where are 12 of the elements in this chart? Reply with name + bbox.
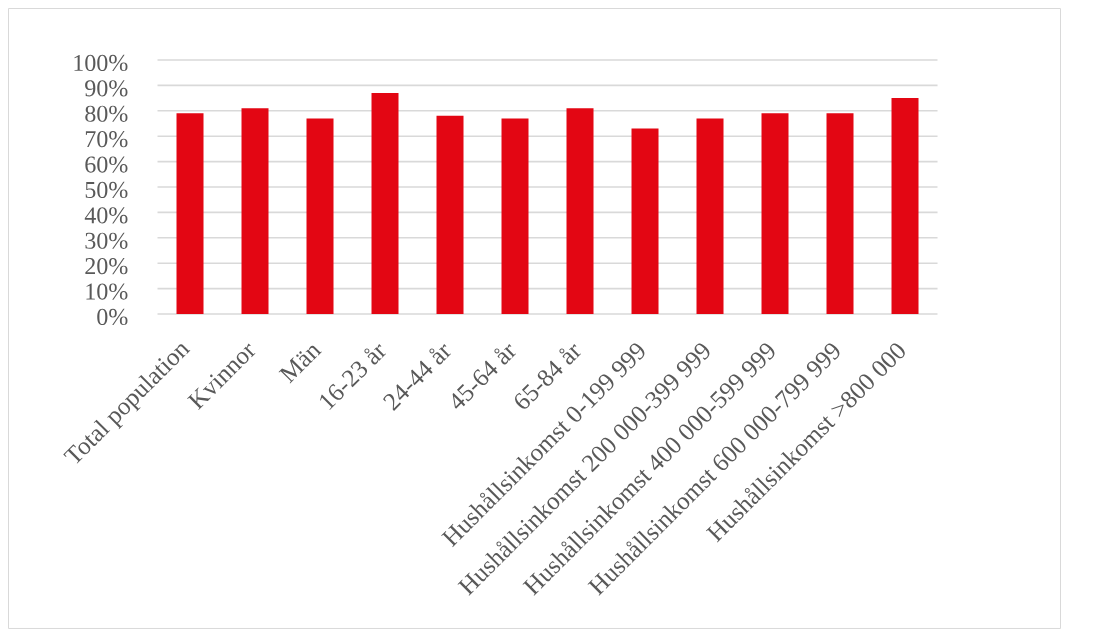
y-tick-label: 70% xyxy=(85,131,128,148)
y-tick-label: 60% xyxy=(85,156,128,173)
y-tick-label: 40% xyxy=(84,207,128,224)
y-tick-label: 30% xyxy=(85,232,128,249)
y-tick-label: 90% xyxy=(85,80,128,97)
y-tick-label: 80% xyxy=(85,105,128,122)
y-tick-label: 20% xyxy=(85,258,128,275)
y-tick-label: 0% xyxy=(97,308,128,326)
y-tick-label: 100% xyxy=(74,54,128,72)
y-tick-label: 50% xyxy=(85,181,128,199)
x-tick-label: Män xyxy=(278,345,322,384)
y-tick-label: 10% xyxy=(86,283,128,300)
